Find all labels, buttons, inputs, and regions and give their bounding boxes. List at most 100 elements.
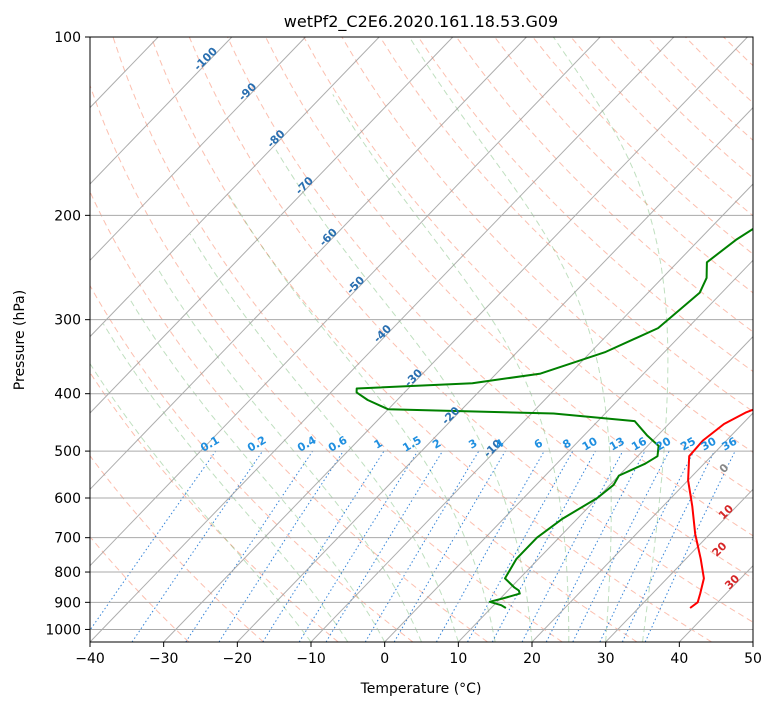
x-tick-label: −30 bbox=[149, 651, 179, 667]
mixing-ratio-label: 1 bbox=[372, 437, 385, 452]
moist-adiabat bbox=[332, 94, 570, 642]
dry-adiabat-label: 10 bbox=[716, 502, 736, 522]
x-tick-label: −10 bbox=[296, 651, 326, 667]
isotherm bbox=[90, 37, 233, 185]
dry-adiabat-label: 20 bbox=[710, 539, 730, 559]
moist-adiabat bbox=[275, 149, 533, 642]
y-tick-label: 800 bbox=[54, 565, 81, 581]
mixing-ratio-line bbox=[185, 450, 314, 642]
mixing-ratio-label: 6 bbox=[532, 436, 545, 451]
isotherm bbox=[384, 259, 753, 642]
x-tick-label: 30 bbox=[597, 651, 615, 667]
dry-adiabat bbox=[90, 190, 488, 642]
dry-adiabat bbox=[570, 37, 753, 217]
isotherm-label: -60 bbox=[317, 226, 340, 249]
isotherm-label: -80 bbox=[264, 127, 287, 150]
isotherm bbox=[90, 37, 380, 338]
mixing-ratio-line bbox=[599, 450, 695, 642]
y-tick-label: 100 bbox=[54, 30, 81, 46]
mixing-ratio-line bbox=[435, 450, 545, 642]
dry-adiabat bbox=[90, 284, 414, 642]
dry-adiabat bbox=[90, 454, 264, 642]
mixing-ratio-line bbox=[572, 450, 670, 642]
mixing-ratio-line bbox=[90, 450, 217, 632]
isotherm bbox=[752, 641, 753, 642]
isotherm-label: -70 bbox=[293, 174, 316, 197]
series-group bbox=[355, 227, 753, 609]
dry-adiabat-label: 40 bbox=[751, 595, 771, 615]
isotherm bbox=[163, 37, 748, 642]
y-tick-label: 500 bbox=[54, 444, 81, 460]
dry-adiabat bbox=[494, 37, 753, 294]
isotherm bbox=[457, 335, 753, 642]
isotherm bbox=[90, 37, 601, 567]
dry-adiabat bbox=[90, 84, 563, 642]
moist-adiabat bbox=[156, 267, 422, 642]
plot-frame bbox=[89, 36, 754, 643]
background-lines bbox=[90, 37, 775, 642]
dry-adiabat bbox=[455, 37, 753, 333]
dry-adiabat bbox=[723, 37, 753, 67]
x-tick-label: −40 bbox=[75, 651, 105, 667]
mixing-ratio-line bbox=[325, 450, 444, 642]
moist-adiabat bbox=[128, 297, 386, 642]
isotherm bbox=[531, 412, 753, 642]
x-tick-label: 40 bbox=[670, 651, 688, 667]
dry-adiabat bbox=[112, 37, 638, 642]
moist-adiabat bbox=[228, 195, 496, 642]
y-tick-label: 400 bbox=[54, 387, 81, 403]
mixing-ratio-line bbox=[491, 450, 596, 642]
isotherm bbox=[236, 106, 753, 642]
isotherm-label: -100 bbox=[191, 44, 220, 73]
y-tick-label: 600 bbox=[54, 491, 81, 507]
y-tick-label: 900 bbox=[54, 595, 81, 611]
x-tick-label: 10 bbox=[449, 651, 467, 667]
moist-adiabat bbox=[552, 37, 669, 642]
axes: −40 −30 −20 −10 0 10 20 30 40 5010020030040050060… bbox=[45, 30, 762, 667]
y-tick-label: 200 bbox=[54, 208, 81, 224]
temperature-line bbox=[687, 408, 753, 609]
mixing-ratio-line bbox=[364, 450, 480, 642]
grid bbox=[0, 37, 753, 642]
dry-adiabat bbox=[90, 371, 339, 642]
x-tick-label: 20 bbox=[523, 651, 541, 667]
dry-adiabat-label: 30 bbox=[722, 572, 742, 592]
chart-title: wetPf2_C2E6.2020.161.18.53.G09 bbox=[284, 12, 558, 32]
x-tick-label: −20 bbox=[223, 651, 253, 667]
mixing-ratio-line bbox=[262, 450, 385, 642]
y-tick-label: 700 bbox=[54, 531, 81, 547]
isotherm bbox=[90, 37, 527, 491]
dry-adiabat-label: 0 bbox=[717, 461, 732, 476]
y-axis-title: Pressure (hPa) bbox=[12, 290, 28, 390]
mixing-ratio-label: 8 bbox=[560, 437, 573, 452]
isotherm-label: -90 bbox=[236, 80, 259, 103]
x-axis-title: Temperature (°C) bbox=[360, 681, 482, 697]
isotherm-label: -40 bbox=[371, 322, 394, 345]
mixing-ratio-line bbox=[131, 450, 264, 642]
isotherm bbox=[605, 488, 753, 642]
isotherm bbox=[310, 183, 753, 642]
y-tick-label: 300 bbox=[54, 313, 81, 329]
mixing-ratio-line bbox=[467, 450, 574, 642]
mixing-ratio-line bbox=[393, 450, 506, 642]
moist-adiabat bbox=[90, 362, 312, 642]
x-tick-label: 50 bbox=[744, 651, 762, 667]
y-tick-label: 1000 bbox=[45, 622, 81, 638]
isotherm bbox=[90, 37, 306, 262]
isotherm bbox=[0, 37, 11, 642]
mixing-ratio-line bbox=[621, 450, 715, 642]
line-labels: -100-90-80-70-60-50-40-30-20-10010203040… bbox=[191, 44, 771, 615]
moist-adiabat bbox=[102, 323, 349, 642]
dewpoint-line bbox=[355, 227, 753, 609]
moist-adiabat bbox=[189, 233, 459, 642]
isotherm bbox=[90, 37, 675, 642]
isotherm bbox=[90, 37, 454, 414]
dry-adiabat bbox=[188, 37, 753, 623]
x-tick-label: 0 bbox=[380, 651, 389, 667]
mixing-ratio-line bbox=[218, 450, 344, 642]
mixing-ratio-label: 3 bbox=[466, 437, 479, 452]
dry-adiabat bbox=[762, 37, 775, 642]
dry-adiabat bbox=[150, 37, 712, 642]
mixing-ratio-line bbox=[545, 450, 646, 642]
